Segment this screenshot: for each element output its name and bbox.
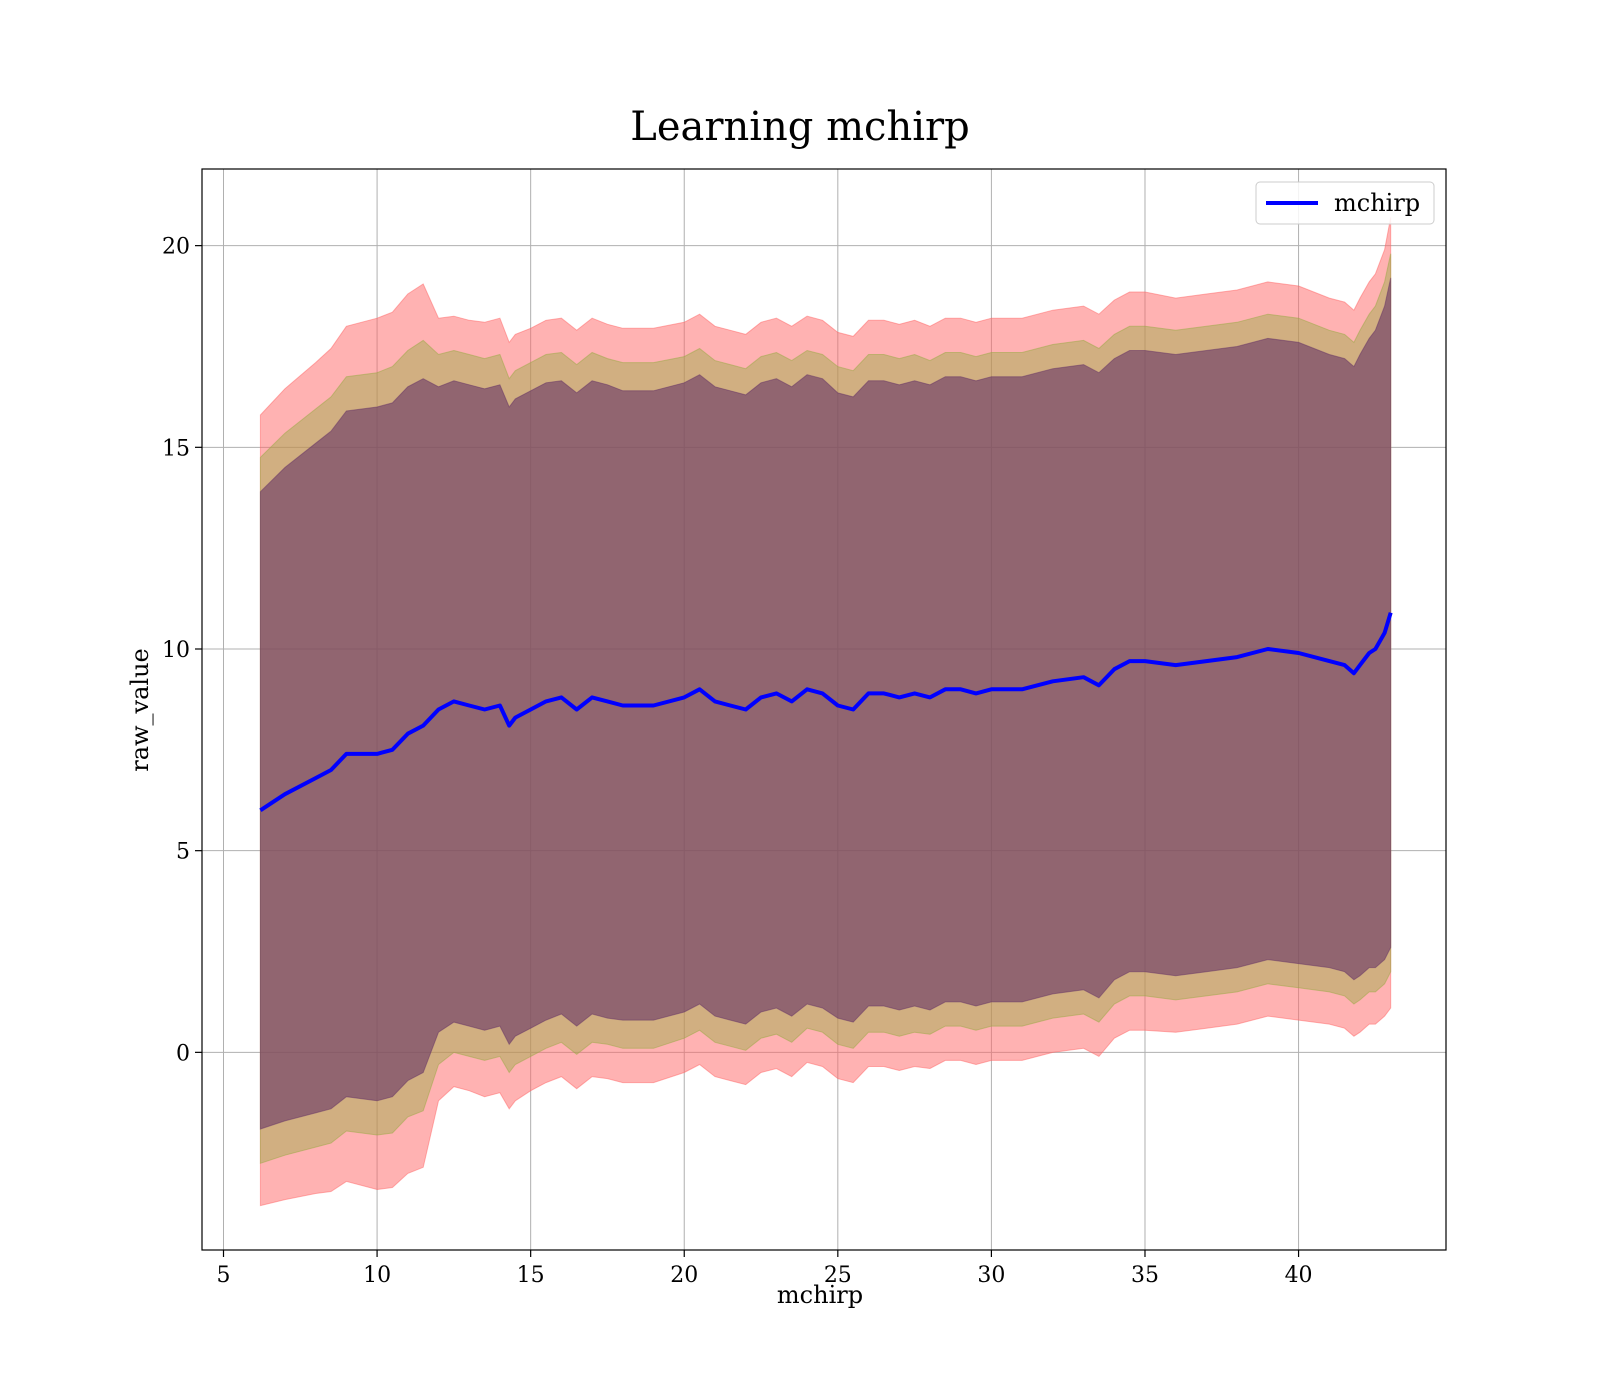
legend: mchirp (1255, 181, 1435, 225)
legend-box (1255, 181, 1435, 225)
x-tick-label: 5 (217, 1263, 231, 1288)
x-axis-label: mchirp (777, 1281, 863, 1309)
legend-label-mchirp: mchirp (1334, 189, 1420, 217)
y-tick-label: 10 (162, 638, 190, 663)
x-tick-label: 15 (517, 1263, 545, 1288)
y-tick-label: 0 (176, 1041, 190, 1066)
band-1-sigma (259, 277, 1392, 1130)
x-tick-label: 35 (1131, 1263, 1159, 1288)
x-tick-label: 30 (977, 1263, 1005, 1288)
y-tick-label: 15 (162, 436, 190, 461)
x-tick-label: 40 (1285, 1263, 1313, 1288)
axis-ticks: 5 10 15 20 25 30 35 40 0 5 10 15 20 (162, 235, 1313, 1288)
x-tick-label: 10 (363, 1263, 391, 1288)
error-bands (259, 217, 1392, 1207)
x-tick-label: 25 (824, 1263, 852, 1288)
y-tick-label: 20 (162, 235, 190, 260)
series (259, 612, 1393, 812)
y-axis-label: raw_value (126, 648, 154, 772)
plot-frame (201, 168, 1447, 1251)
y-tick-label: 5 (176, 840, 190, 865)
chart-title: Learning mchirp (630, 104, 969, 150)
series-line-mchirp (259, 612, 1393, 812)
x-tick-label: 20 (670, 1263, 698, 1288)
